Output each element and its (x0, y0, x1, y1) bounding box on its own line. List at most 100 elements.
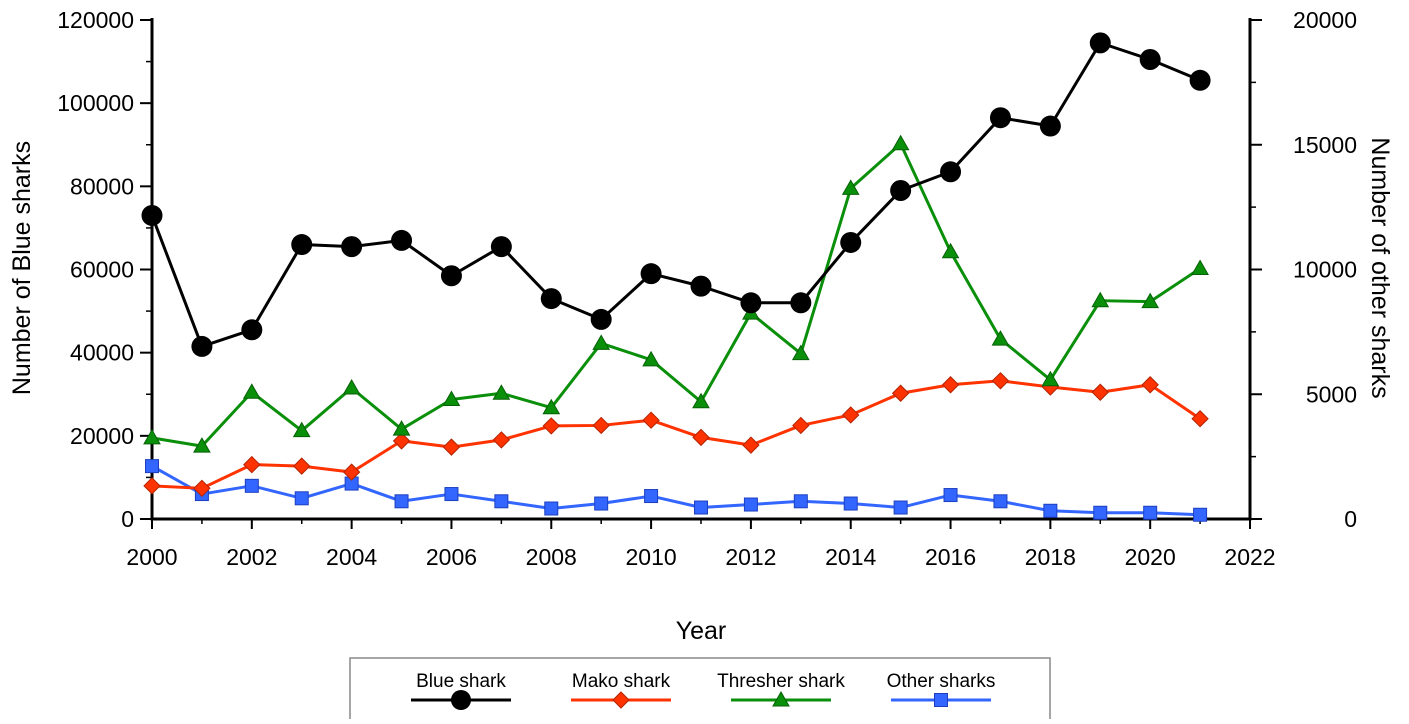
y-axis-title: Number of Blue sharks (8, 141, 36, 395)
data-point-blue-shark (241, 319, 263, 341)
y-tick-label: 100000 (57, 90, 134, 116)
data-point-other-sharks (1043, 503, 1058, 518)
data-point-other-sharks (743, 497, 758, 512)
data-point-thresher-shark (791, 344, 810, 361)
y2-axis-title: Number of other sharks (1366, 137, 1394, 398)
data-point-mako-shark (842, 406, 860, 424)
y2-tick-label: 5000 (1306, 381, 1357, 407)
data-point-blue-shark (640, 263, 662, 285)
data-point-mako-shark (1191, 409, 1209, 428)
data-point-mako-shark (342, 463, 361, 481)
x-tick-label: 2018 (1025, 544, 1076, 570)
data-point-other-sharks (1093, 505, 1108, 520)
data-point-mako-shark (742, 436, 760, 454)
data-point-thresher-shark (692, 392, 710, 409)
data-point-mako-shark (642, 411, 660, 429)
legend-item-mako-shark: Mako shark (571, 671, 671, 709)
data-point-mako-shark (143, 477, 161, 495)
data-point-other-sharks (1143, 505, 1158, 520)
data-point-blue-shark (1039, 115, 1061, 137)
legend-marker-thresher-shark (772, 690, 790, 707)
data-point-mako-shark (941, 376, 960, 394)
data-point-mako-shark (542, 417, 560, 435)
data-point-blue-shark (341, 236, 363, 258)
y-tick-label: 120000 (57, 7, 134, 33)
series-thresher-shark (143, 134, 1209, 453)
data-point-blue-shark (1139, 49, 1161, 71)
data-point-mako-shark (592, 416, 610, 435)
axes: 2000 2002 2004 2006 2008 2010 2012 2014 2016 2018… (57, 7, 1357, 570)
data-point-other-sharks (943, 488, 958, 503)
data-point-thresher-shark (841, 179, 860, 195)
legend-label: Mako shark (572, 671, 671, 692)
data-point-thresher-shark (1041, 370, 1060, 387)
data-point-thresher-shark (642, 350, 660, 367)
data-point-other-sharks (544, 501, 559, 516)
data-point-thresher-shark (941, 242, 960, 259)
x-tick-label: 2008 (526, 544, 577, 570)
y-tick-label: 40000 (70, 340, 134, 366)
series-mako-shark (143, 372, 1209, 498)
data-point-thresher-shark (542, 398, 561, 415)
data-point-mako-shark (891, 384, 910, 402)
data-point-other-sharks (993, 494, 1008, 509)
data-point-blue-shark (989, 107, 1011, 129)
data-point-blue-shark (191, 335, 213, 357)
data-point-thresher-shark (592, 334, 611, 350)
x-tick-label: 2014 (825, 544, 876, 570)
legend-box (349, 657, 1051, 721)
data-point-blue-shark (291, 234, 313, 256)
data-point-thresher-shark (292, 421, 311, 438)
x-tick-label: 2020 (1125, 544, 1176, 570)
series-line-other-sharks (151, 464, 1201, 517)
legend-marker-blue-shark (451, 690, 471, 710)
y2-tick-label: 10000 (1293, 257, 1357, 283)
data-point-other-sharks (893, 500, 908, 515)
data-point-mako-shark (293, 457, 311, 475)
x-tick-label: 2012 (725, 544, 776, 570)
y-tick-label: 0 (121, 506, 134, 532)
data-point-mako-shark (1091, 383, 1109, 401)
y-tick-label: 20000 (70, 423, 134, 449)
data-point-mako-shark (1141, 376, 1159, 394)
data-point-blue-shark (840, 231, 862, 253)
data-point-thresher-shark (1141, 292, 1160, 309)
data-point-other-sharks (843, 496, 858, 511)
data-point-thresher-shark (392, 420, 411, 436)
x-tick-label: 2022 (1224, 544, 1275, 570)
data-point-blue-shark (440, 265, 462, 287)
data-point-blue-shark (790, 292, 812, 314)
data-point-thresher-shark (342, 379, 361, 395)
legend: Blue shark Mako shark Thresher shark Other … (349, 657, 1051, 721)
x-tick-label: 2004 (326, 544, 377, 570)
legend-item-thresher-shark: Thresher shark (717, 671, 845, 707)
data-point-blue-shark (1089, 32, 1111, 54)
data-point-other-sharks (444, 487, 459, 502)
data-point-other-sharks (1193, 507, 1208, 522)
x-axis-title: Year (676, 617, 727, 645)
data-point-mako-shark (243, 455, 261, 474)
data-point-thresher-shark (242, 383, 261, 399)
data-point-mako-shark (792, 416, 810, 435)
x-tick-label: 2010 (626, 544, 677, 570)
data-point-other-sharks (644, 489, 659, 504)
legend-marker-other-sharks (934, 693, 948, 707)
data-point-other-sharks (145, 459, 159, 474)
legend-label: Thresher shark (717, 671, 845, 692)
legend-item-other-sharks: Other sharks (887, 671, 995, 707)
data-point-blue-shark (740, 292, 762, 314)
data-point-thresher-shark (1091, 291, 1110, 308)
x-tick-label: 2002 (226, 544, 277, 570)
data-point-mako-shark (392, 432, 411, 450)
x-tick-label: 2006 (426, 544, 477, 570)
data-point-other-sharks (694, 500, 708, 515)
data-point-blue-shark (490, 236, 512, 258)
y-tick-label: 60000 (70, 257, 134, 283)
data-point-other-sharks (793, 494, 808, 509)
data-point-thresher-shark (143, 428, 161, 445)
y2-tick-label: 0 (1344, 506, 1357, 532)
data-point-thresher-shark (1191, 259, 1209, 276)
x-tick-label: 2016 (925, 544, 976, 570)
